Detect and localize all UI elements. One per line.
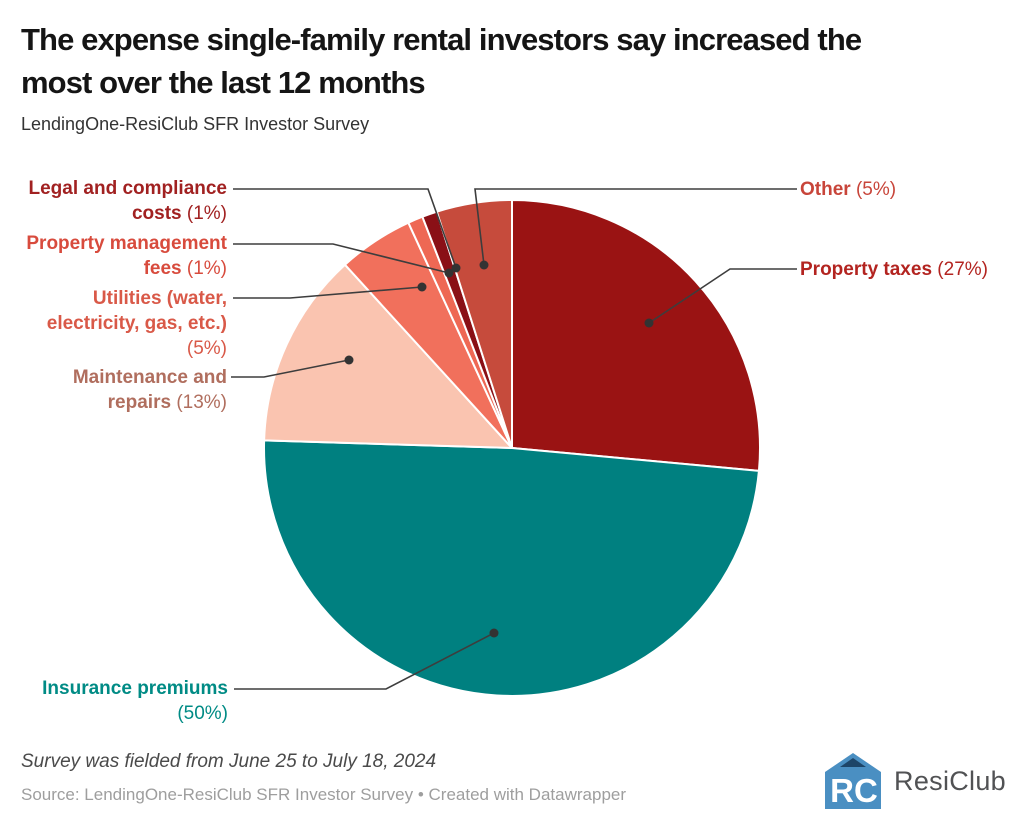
callout-label-other: Other (5%) xyxy=(800,177,1024,202)
callout-dot-property_taxes xyxy=(644,318,654,328)
callout-label-line: Insurance premiums xyxy=(0,676,228,701)
callout-category-text: Utilities (water, xyxy=(92,288,227,309)
callout-dot-utilities xyxy=(417,282,427,292)
callout-label-maintenance: Maintenance and repairs (13%) xyxy=(0,365,227,415)
callout-percent-text: (5%) xyxy=(186,338,227,359)
callout-dot-prop_mgmt xyxy=(444,268,454,278)
callout-label-line: electricity, gas, etc.) xyxy=(0,311,227,336)
callout-category-text: Property taxes xyxy=(800,259,938,280)
callout-category-text: costs xyxy=(131,203,187,224)
chart-subtitle: LendingOne-ResiClub SFR Investor Survey xyxy=(21,114,370,134)
callout-dot-other xyxy=(479,260,489,270)
callout-percent-text: (13%) xyxy=(176,392,227,413)
callout-percent-text: (5%) xyxy=(855,179,897,200)
chart-title: The expense single-family rental investo… xyxy=(21,18,1013,104)
callout-category-text: Legal and compliance xyxy=(28,178,228,199)
callout-category-text: Insurance premiums xyxy=(42,678,228,699)
callout-line-utilities xyxy=(233,286,423,299)
callout-line-maintenance xyxy=(231,359,350,378)
callout-label-line: Utilities (water, xyxy=(0,286,227,311)
callout-label-utilities: Utilities (water, electricity, gas, etc.)… xyxy=(0,286,227,361)
callout-lines-group xyxy=(231,188,797,690)
svg-text:RC: RC xyxy=(830,772,878,809)
callout-label-line: costs (1%) xyxy=(0,201,227,226)
callout-label-line: repairs (13%) xyxy=(0,390,227,415)
callout-line-legal xyxy=(233,188,457,269)
callout-label-prop_mgmt: Property management fees (1%) xyxy=(0,231,227,281)
chart-title-line1: The expense single-family rental investo… xyxy=(21,22,862,57)
callout-category-text: Property management xyxy=(26,233,227,254)
callout-label-line: Other (5%) xyxy=(800,177,1024,202)
callout-category-text: Maintenance and xyxy=(72,367,227,388)
callout-dot-legal xyxy=(451,263,461,273)
callout-line-prop_mgmt xyxy=(233,243,450,274)
pie-slice-property_taxes[interactable] xyxy=(511,199,761,472)
callout-label-line: Maintenance and xyxy=(0,365,227,390)
chart-title-line2: most over the last 12 months xyxy=(21,65,426,100)
pie-slices-group xyxy=(263,199,761,697)
callout-category-text: Other xyxy=(800,179,856,200)
callout-percent-text: (50%) xyxy=(177,703,228,724)
callout-dot-insurance xyxy=(489,628,499,638)
pie-slice-maintenance[interactable] xyxy=(263,263,513,449)
callout-label-line: Legal and compliance xyxy=(0,176,228,201)
callout-label-legal: Legal and compliance costs (1%) xyxy=(0,176,228,226)
callout-line-insurance xyxy=(234,632,495,690)
callout-line-property_taxes xyxy=(648,268,797,324)
resiclub-wordmark: ResiClub xyxy=(894,765,1006,796)
footer-source: Source: LendingOne-ResiClub SFR Investor… xyxy=(21,785,627,804)
pie-slice-insurance[interactable] xyxy=(263,439,760,697)
callout-percent-text: (1%) xyxy=(186,203,227,224)
callout-label-property_taxes: Property taxes (27%) xyxy=(800,257,1024,282)
callout-label-line: Property management xyxy=(0,231,227,256)
resiclub-house-icon: RC xyxy=(825,753,882,809)
callout-label-line: (5%) xyxy=(0,336,227,361)
callout-label-insurance: Insurance premiums (50%) xyxy=(0,676,228,726)
callout-label-line: fees (1%) xyxy=(0,256,227,281)
resiclub-logo: RC ResiClub xyxy=(823,750,1006,812)
callout-dot-maintenance xyxy=(344,355,354,365)
footer-note: Survey was fielded from June 25 to July … xyxy=(21,751,437,772)
callout-category-text: repairs xyxy=(107,392,177,413)
callout-label-line: (50%) xyxy=(0,701,228,726)
callout-percent-text: (1%) xyxy=(186,258,227,279)
callout-category-text: electricity, gas, etc.) xyxy=(46,313,227,334)
callout-label-line: Property taxes (27%) xyxy=(800,257,1024,282)
callout-line-other xyxy=(474,188,797,266)
callout-percent-text: (27%) xyxy=(937,259,988,280)
callout-category-text: fees xyxy=(143,258,187,279)
